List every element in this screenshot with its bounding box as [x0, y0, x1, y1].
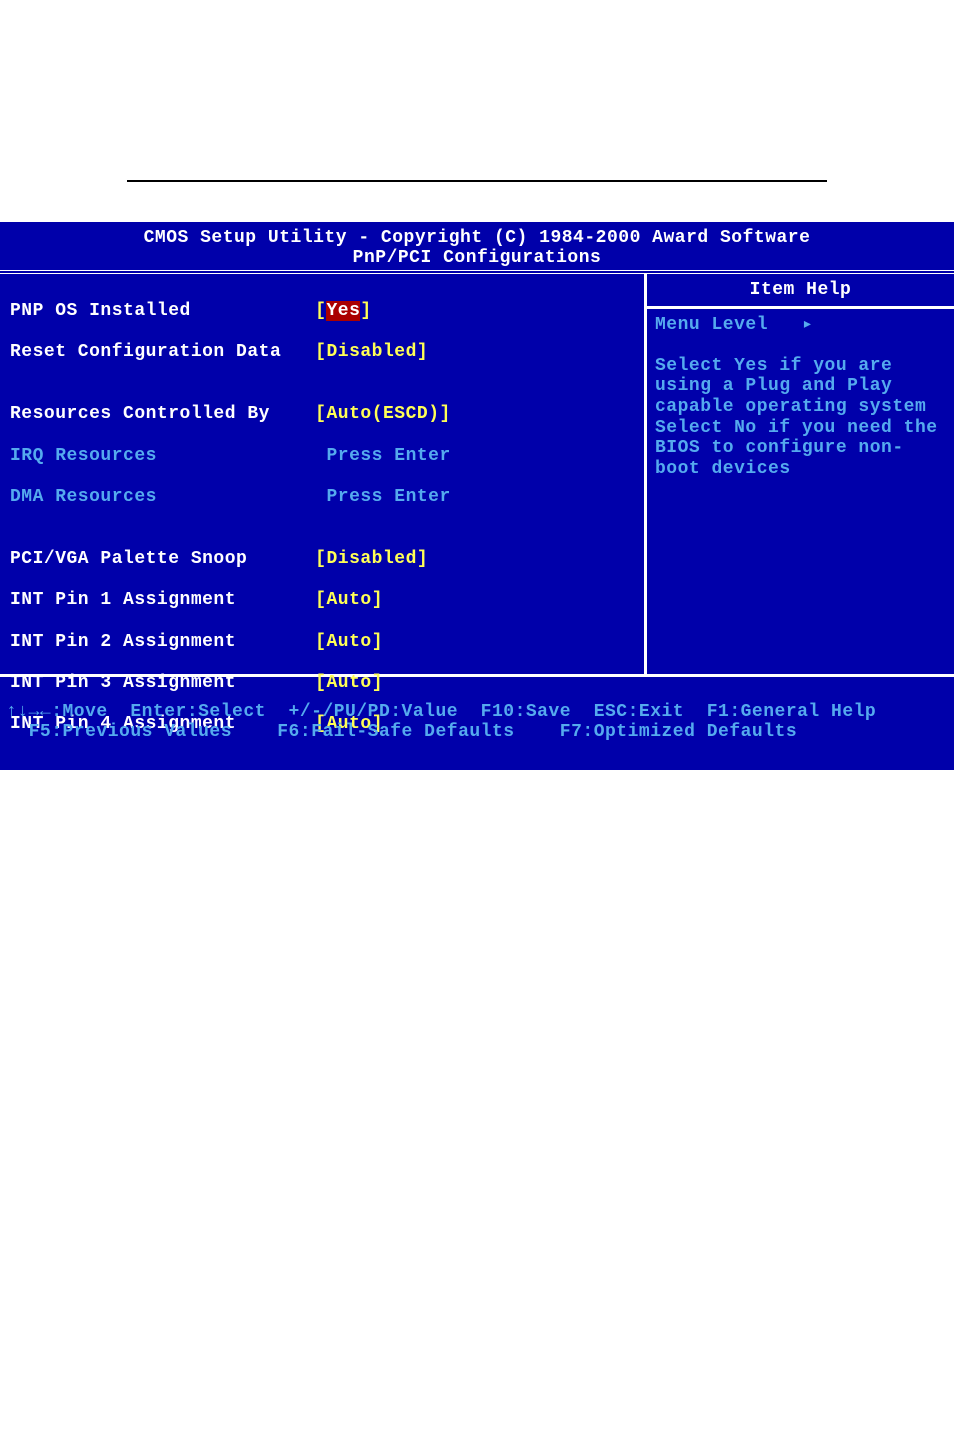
- setting-value[interactable]: [Disabled]: [315, 342, 428, 362]
- setting-label: Reset Configuration Data: [10, 342, 281, 362]
- setting-value[interactable]: [Auto]: [315, 590, 383, 610]
- bios-title: CMOS Setup Utility - Copyright (C) 1984-…: [0, 228, 954, 248]
- pnp-os-row[interactable]: PNP OS Installed [Yes]: [10, 301, 638, 322]
- setting-label: Resources Controlled By: [10, 404, 270, 424]
- int2-row[interactable]: INT Pin 2 Assignment [Auto]: [10, 632, 638, 653]
- setting-label: INT Pin 1 Assignment: [10, 590, 236, 610]
- setting-value-selected[interactable]: Yes: [326, 301, 360, 321]
- setting-value[interactable]: [Auto(ESCD)]: [315, 404, 451, 424]
- pci-vga-row[interactable]: PCI/VGA Palette Snoop [Disabled]: [10, 549, 638, 570]
- int3-row[interactable]: INT Pin 3 Assignment [Auto]: [10, 673, 638, 694]
- setting-label: PNP OS Installed: [10, 301, 191, 321]
- bios-settings-panel[interactable]: PNP OS Installed [Yes] Reset Configurati…: [0, 274, 644, 674]
- menu-level-label: Menu Level: [655, 315, 768, 335]
- item-help-title: Item Help: [647, 274, 954, 309]
- page-divider: [127, 180, 827, 182]
- reset-cfg-row[interactable]: Reset Configuration Data [Disabled]: [10, 342, 638, 363]
- setting-value[interactable]: [Disabled]: [315, 549, 428, 569]
- setting-value-disabled: Press Enter: [326, 446, 450, 466]
- chevron-right-icon: ▸: [802, 315, 813, 335]
- setting-label-disabled: DMA Resources: [10, 487, 157, 507]
- setting-label: INT Pin 3 Assignment: [10, 673, 236, 693]
- bios-header: CMOS Setup Utility - Copyright (C) 1984-…: [0, 222, 954, 274]
- menu-level-row: Menu Level ▸: [655, 315, 946, 336]
- bios-setup-screen: CMOS Setup Utility - Copyright (C) 1984-…: [0, 222, 954, 770]
- footer-line-1: ↑↓→←:Move Enter:Select +/-/PU/PD:Value F…: [6, 702, 876, 722]
- setting-value-disabled: Press Enter: [326, 487, 450, 507]
- footer-line-2: F5:Previous Values F6:Fail-Safe Defaults…: [6, 722, 797, 742]
- irq-res-row: IRQ Resources Press Enter: [10, 446, 638, 467]
- setting-label-disabled: IRQ Resources: [10, 446, 157, 466]
- dma-res-row: DMA Resources Press Enter: [10, 487, 638, 508]
- int1-row[interactable]: INT Pin 1 Assignment [Auto]: [10, 590, 638, 611]
- item-help-text: Select Yes if you are using a Plug and P…: [655, 356, 946, 480]
- setting-label: INT Pin 2 Assignment: [10, 632, 236, 652]
- item-help-panel: Item Help Menu Level ▸ Select Yes if you…: [644, 274, 954, 674]
- setting-label: PCI/VGA Palette Snoop: [10, 549, 247, 569]
- bios-subtitle: PnP/PCI Configurations: [0, 248, 954, 268]
- res-ctrl-row[interactable]: Resources Controlled By [Auto(ESCD)]: [10, 404, 638, 425]
- setting-value[interactable]: [Auto]: [315, 673, 383, 693]
- setting-value[interactable]: [Auto]: [315, 632, 383, 652]
